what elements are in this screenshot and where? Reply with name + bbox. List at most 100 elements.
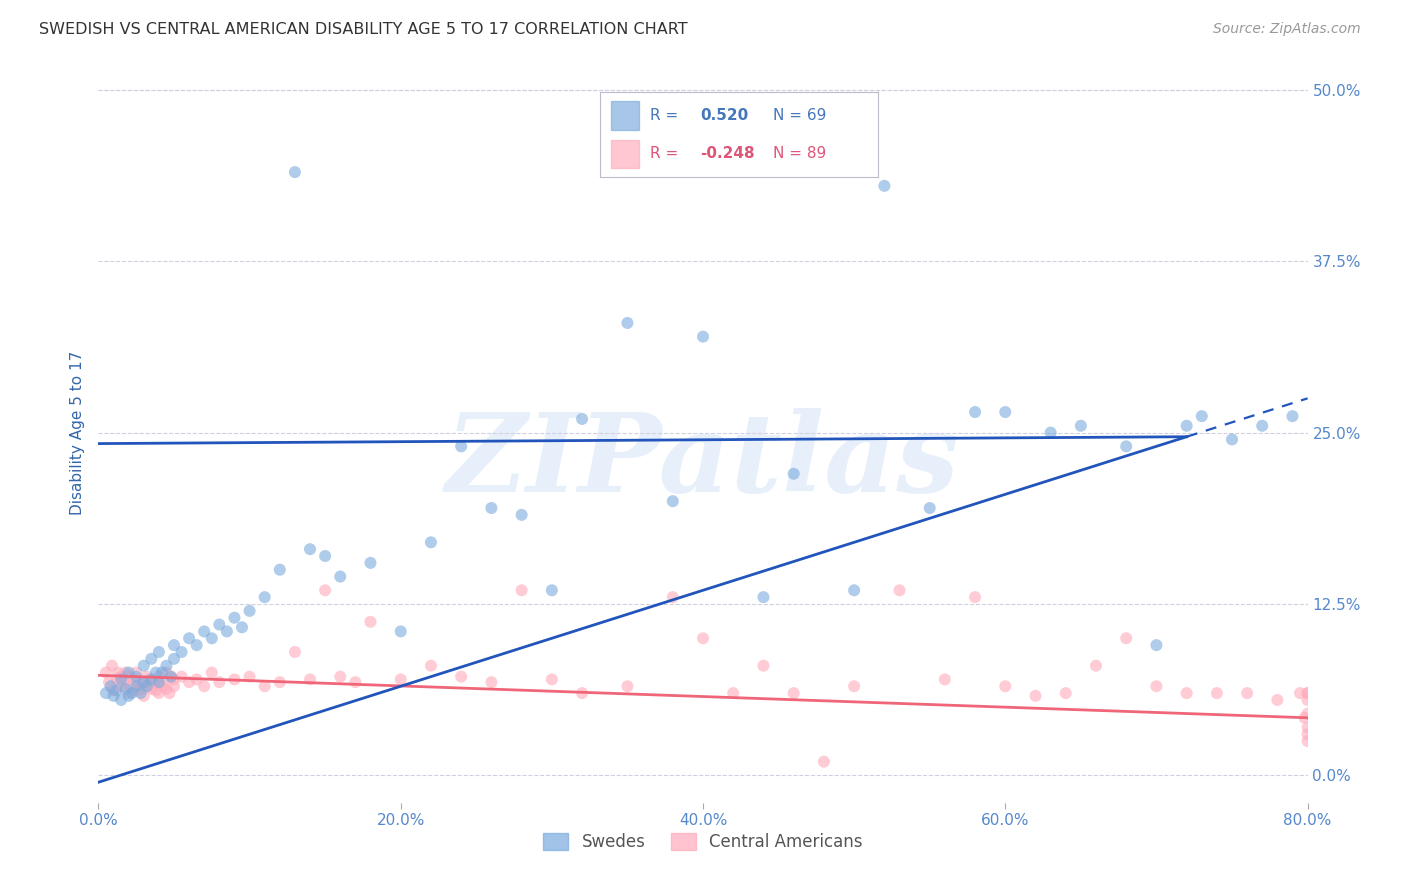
Central Americans — [329, 670, 352, 684]
Central Americans — [299, 673, 322, 687]
Swedes — [481, 501, 503, 516]
Central Americans — [1206, 686, 1229, 700]
Central Americans — [1294, 711, 1316, 725]
Swedes — [186, 638, 208, 652]
Swedes — [1039, 425, 1062, 440]
Swedes — [965, 405, 987, 419]
Text: ZIPatlas: ZIPatlas — [446, 409, 960, 516]
Central Americans — [163, 679, 186, 693]
Central Americans — [692, 632, 714, 646]
Swedes — [148, 645, 170, 659]
Central Americans — [125, 683, 148, 698]
Swedes — [110, 693, 132, 707]
Central Americans — [1296, 686, 1319, 700]
Central Americans — [1296, 734, 1319, 748]
Swedes — [360, 556, 382, 570]
Central Americans — [186, 673, 208, 687]
Central Americans — [110, 679, 132, 693]
Central Americans — [783, 686, 806, 700]
Swedes — [224, 610, 246, 624]
Central Americans — [121, 679, 143, 693]
Central Americans — [129, 681, 152, 696]
Central Americans — [965, 590, 987, 604]
Swedes — [616, 316, 638, 330]
Central Americans — [661, 590, 683, 604]
Swedes — [125, 679, 148, 693]
Central Americans — [994, 679, 1017, 693]
Swedes — [125, 670, 148, 684]
Central Americans — [141, 681, 163, 696]
Central Americans — [101, 658, 124, 673]
Central Americans — [132, 675, 155, 690]
Central Americans — [105, 673, 128, 687]
Text: SWEDISH VS CENTRAL AMERICAN DISABILITY AGE 5 TO 17 CORRELATION CHART: SWEDISH VS CENTRAL AMERICAN DISABILITY A… — [39, 22, 688, 37]
Central Americans — [360, 615, 382, 629]
Central Americans — [253, 679, 276, 693]
Swedes — [450, 439, 472, 453]
Swedes — [129, 686, 152, 700]
Central Americans — [208, 675, 231, 690]
Central Americans — [284, 645, 307, 659]
Central Americans — [1267, 693, 1289, 707]
Swedes — [253, 590, 276, 604]
Central Americans — [132, 689, 155, 703]
Central Americans — [420, 658, 443, 673]
Central Americans — [510, 583, 533, 598]
Central Americans — [163, 673, 186, 687]
Swedes — [269, 563, 291, 577]
Swedes — [208, 617, 231, 632]
Central Americans — [1296, 720, 1319, 734]
Central Americans — [145, 683, 167, 698]
Central Americans — [94, 665, 117, 680]
Swedes — [844, 583, 866, 598]
Swedes — [389, 624, 412, 639]
Swedes — [1251, 418, 1274, 433]
Swedes — [150, 665, 173, 680]
Central Americans — [389, 673, 412, 687]
Swedes — [1115, 439, 1137, 453]
Central Americans — [118, 686, 141, 700]
Central Americans — [110, 670, 132, 684]
Swedes — [1175, 418, 1198, 433]
Swedes — [571, 412, 593, 426]
Swedes — [114, 681, 136, 696]
Central Americans — [752, 658, 775, 673]
Central Americans — [889, 583, 911, 598]
Central Americans — [934, 673, 956, 687]
Swedes — [110, 673, 132, 687]
Swedes — [118, 665, 141, 680]
Central Americans — [148, 670, 170, 684]
Central Americans — [1024, 689, 1046, 703]
Swedes — [179, 632, 201, 646]
Swedes — [121, 686, 143, 700]
Central Americans — [723, 686, 745, 700]
Swedes — [94, 686, 117, 700]
Swedes — [160, 670, 183, 684]
Central Americans — [152, 675, 174, 690]
Central Americans — [571, 686, 593, 700]
Central Americans — [1085, 658, 1108, 673]
Swedes — [163, 652, 186, 666]
Swedes — [661, 494, 683, 508]
Central Americans — [141, 673, 163, 687]
Central Americans — [160, 670, 183, 684]
Swedes — [141, 652, 163, 666]
Central Americans — [616, 679, 638, 693]
Central Americans — [159, 686, 181, 700]
Central Americans — [450, 670, 472, 684]
Central Americans — [179, 675, 201, 690]
Swedes — [1220, 433, 1243, 447]
Swedes — [692, 329, 714, 343]
Central Americans — [1296, 693, 1319, 707]
Central Americans — [1289, 686, 1312, 700]
Swedes — [145, 665, 167, 680]
Central Americans — [1296, 686, 1319, 700]
Central Americans — [1296, 727, 1319, 741]
Central Americans — [1175, 686, 1198, 700]
Swedes — [231, 620, 253, 634]
Swedes — [155, 658, 177, 673]
Central Americans — [136, 679, 159, 693]
Swedes — [783, 467, 806, 481]
Swedes — [299, 542, 322, 557]
Central Americans — [813, 755, 835, 769]
